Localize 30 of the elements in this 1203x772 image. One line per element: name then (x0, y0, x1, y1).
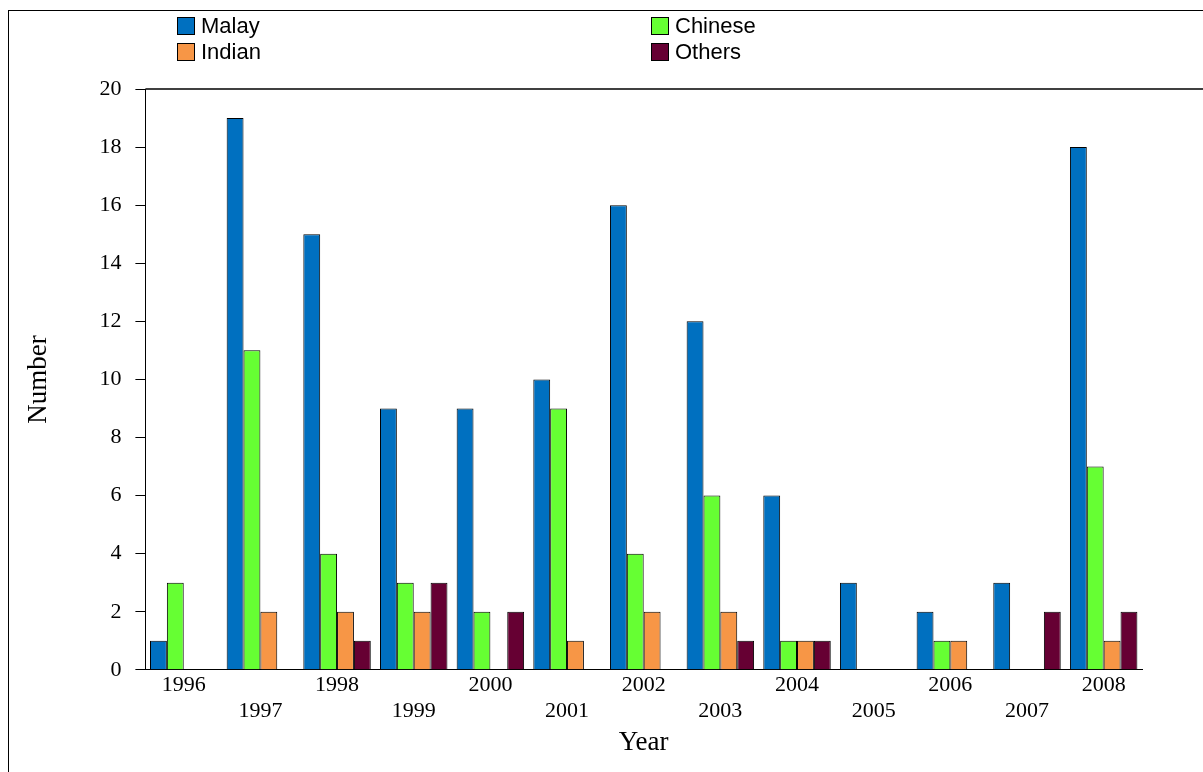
y-tick-label: 18 (99, 132, 122, 158)
x-tick-label: 1999 (391, 697, 436, 723)
y-tick-label: 0 (110, 655, 122, 681)
legend-label: Chinese (675, 13, 756, 39)
x-tick-label: 2002 (621, 670, 666, 696)
y-tick-label: 2 (110, 597, 122, 623)
y-tick-label: 6 (110, 481, 122, 507)
x-tick-label: 2008 (1081, 670, 1126, 696)
y-tick-label: 14 (99, 249, 122, 275)
x-tick-label: 1996 (161, 670, 206, 696)
y-tick-label: 16 (99, 190, 122, 216)
x-tick-label: 2006 (928, 670, 973, 696)
x-axis-title: Year (618, 725, 669, 756)
y-axis-title: Number (22, 335, 53, 424)
y-tick-label: 4 (110, 539, 122, 565)
x-tick-label: 2005 (851, 697, 896, 723)
x-tick-label: 2001 (545, 697, 590, 723)
y-tick-label: 20 (99, 74, 122, 100)
x-tick-label: 2004 (775, 670, 820, 696)
legend-label: Indian (201, 39, 261, 65)
x-tick-label: 2003 (698, 697, 743, 723)
legend-label: Malay (201, 13, 260, 39)
x-tick-label: 2000 (468, 670, 513, 696)
y-tick-label: 10 (99, 365, 122, 391)
y-tick-label: 12 (99, 307, 122, 333)
y-tick-label: 8 (110, 423, 122, 449)
x-tick-label: 2007 (1005, 697, 1050, 723)
legend-label: Others (675, 39, 742, 65)
x-tick-label: 1997 (238, 697, 283, 723)
x-tick-label: 1998 (315, 670, 360, 696)
